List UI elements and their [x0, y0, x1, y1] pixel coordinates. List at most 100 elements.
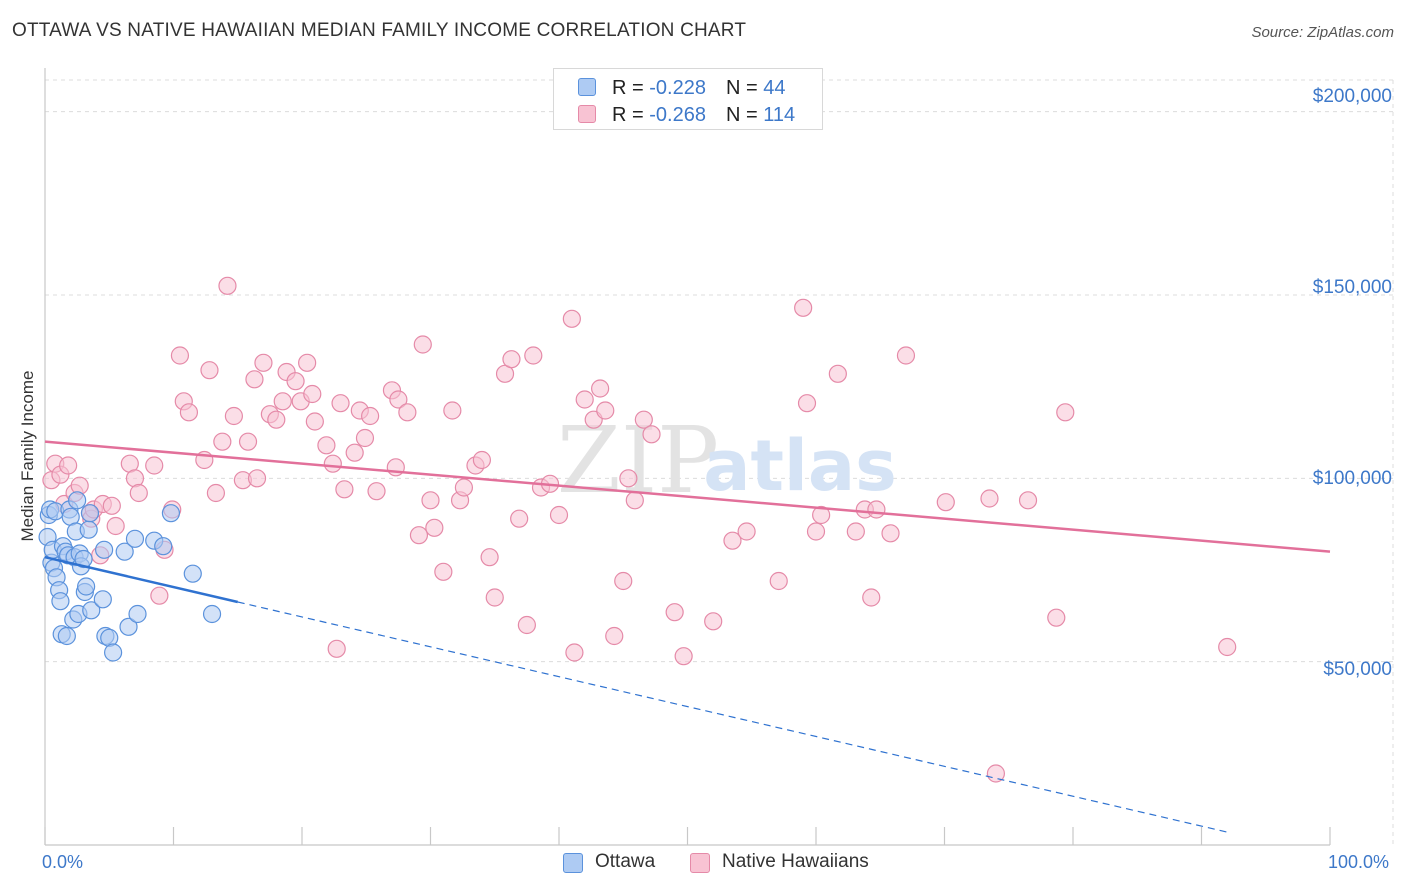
r-label: R =	[612, 104, 650, 126]
ottawa-point-43	[202, 604, 222, 624]
n-value: 44	[763, 77, 786, 99]
native-hawaiians-point-33	[247, 469, 267, 488]
ottawa-point-20	[68, 491, 87, 510]
native-hawaiians-point-103	[862, 588, 881, 607]
native-hawaiians-point-49	[345, 443, 364, 462]
watermark: ZIP atlas	[557, 407, 897, 514]
native-hawaiians-point-34	[254, 353, 273, 372]
native-hawaiians-point-16	[129, 483, 148, 503]
native-hawaiians-point-86	[619, 469, 638, 488]
native-hawaiians-point-106	[896, 346, 916, 365]
native-hawaiians-point-26	[206, 483, 226, 503]
x-tick-label-max: 100.0%	[1328, 852, 1390, 872]
native-hawaiians-point-93	[723, 531, 742, 550]
native-hawaiians-point-108	[980, 489, 999, 508]
correlation-legend: R = -0.228 N = 44 R = -0.268 N = 114	[553, 68, 823, 130]
native-hawaiians-point-23	[179, 403, 199, 422]
n-value: 114	[763, 104, 796, 126]
native-hawaiians-point-73	[517, 615, 536, 635]
native-hawaiians-point-29	[224, 406, 243, 426]
ottawa-point-42	[183, 564, 202, 583]
ottawa-point-31	[95, 540, 114, 559]
native-hawaiians-point-48	[335, 480, 354, 499]
native-hawaiians-point-94	[737, 522, 756, 541]
native-hawaiians-point-51	[355, 428, 375, 448]
native-hawaiians-point-82	[591, 379, 610, 398]
native-hawaiians-point-53	[367, 482, 386, 501]
native-hawaiians-point-44	[317, 436, 336, 455]
native-hawaiians-point-42	[303, 384, 322, 404]
native-hawaiians-point-25	[200, 361, 219, 380]
ottawa-trend-line	[44, 555, 239, 604]
native-hawaiians-point-12	[102, 496, 121, 515]
native-hawaiians-point-105	[881, 524, 900, 543]
native-hawaiians-point-65	[454, 478, 474, 497]
native-hawaiians-points	[42, 276, 1237, 783]
watermark-atlas: atlas	[703, 425, 897, 507]
y-tick-label-100000: $100,000	[1312, 468, 1392, 489]
native-hawaiians-point-71	[502, 350, 521, 369]
ottawa-legend-label: Ottawa	[595, 851, 656, 872]
native-hawaiians-point-95	[769, 571, 788, 591]
ottawa-point-35	[115, 542, 134, 561]
native-hawaiians-point-52	[361, 406, 380, 426]
native-hawaiians-point-56	[389, 390, 408, 409]
native-hawaiians-point-41	[298, 353, 317, 372]
native-hawaiians-point-17	[145, 456, 164, 475]
axes	[44, 68, 1331, 846]
ottawa-point-29	[82, 601, 101, 620]
r-value: -0.228	[649, 77, 706, 99]
native-hawaiians-point-101	[846, 522, 865, 541]
n-label: N =	[725, 77, 764, 99]
native-hawaiians-point-58	[409, 526, 429, 545]
r-label: R =	[612, 77, 650, 99]
ottawa-point-27	[79, 520, 98, 539]
y-tick-label-150000: $150,000	[1312, 277, 1392, 298]
ottawa-point-36	[119, 617, 138, 636]
native-hawaiians-point-72	[510, 509, 529, 528]
native-hawaiians-point-97	[797, 394, 817, 413]
ottawa-point-38	[128, 604, 147, 624]
native-hawaiians-point-90	[665, 603, 684, 622]
native-hawaiians-point-67	[472, 450, 491, 470]
native-hawaiians-point-62	[434, 562, 453, 581]
native-hawaiians-point-43	[305, 412, 324, 431]
ottawa-point-9	[51, 592, 70, 611]
native-hawaiians-point-68	[480, 548, 499, 567]
native-hawaiians-trend-line	[44, 440, 1331, 553]
native-hawaiians-point-60	[421, 491, 440, 510]
ottawa-legend-swatch	[563, 853, 583, 873]
native-hawaiians-point-84	[605, 626, 624, 646]
native-hawaiians-point-61	[425, 518, 444, 537]
ottawa-point-41	[161, 504, 181, 523]
native-hawaiians-point-83	[596, 401, 615, 420]
native-hawaiians-point-28	[218, 276, 237, 295]
native-hawaiians-legend-swatch	[690, 853, 710, 873]
native-hawaiians-point-89	[642, 425, 661, 444]
native-hawaiians-point-31	[238, 432, 258, 451]
native-hawaiians-point-46	[327, 639, 346, 658]
native-hawaiians-point-91	[674, 647, 693, 666]
y-tick-label-50000: $50,000	[1323, 659, 1392, 680]
native-hawaiians-point-79	[565, 643, 584, 662]
native-hawaiians-point-85	[614, 571, 633, 591]
native-hawaiians-point-63	[443, 401, 462, 420]
chart-title: OTTAWA VS NATIVE HAWAIIAN MEDIAN FAMILY …	[12, 20, 747, 41]
native-hawaiians-point-13	[106, 516, 125, 536]
native-hawaiians-point-88	[634, 410, 653, 429]
y-axis-label: Median Family Income	[18, 370, 37, 542]
native-hawaiians-legend-label: Native Hawaiians	[722, 851, 869, 872]
x-tick-label-min: 0.0%	[42, 852, 84, 872]
trend-lines	[44, 440, 1331, 833]
ottawa-point-28	[80, 504, 100, 523]
y-tick-label-200000: $200,000	[1312, 86, 1392, 107]
ottawa-trend-extension	[237, 601, 1228, 833]
native-hawaiians-point-98	[806, 522, 826, 541]
native-hawaiians-point-37	[273, 392, 292, 411]
native-hawaiians-point-39	[286, 372, 305, 391]
native-hawaiians-swatch	[578, 105, 596, 123]
native-hawaiians-point-59	[413, 335, 432, 354]
ottawa-point-13	[57, 626, 76, 646]
source-credit: Source: ZipAtlas.com	[1251, 24, 1394, 41]
